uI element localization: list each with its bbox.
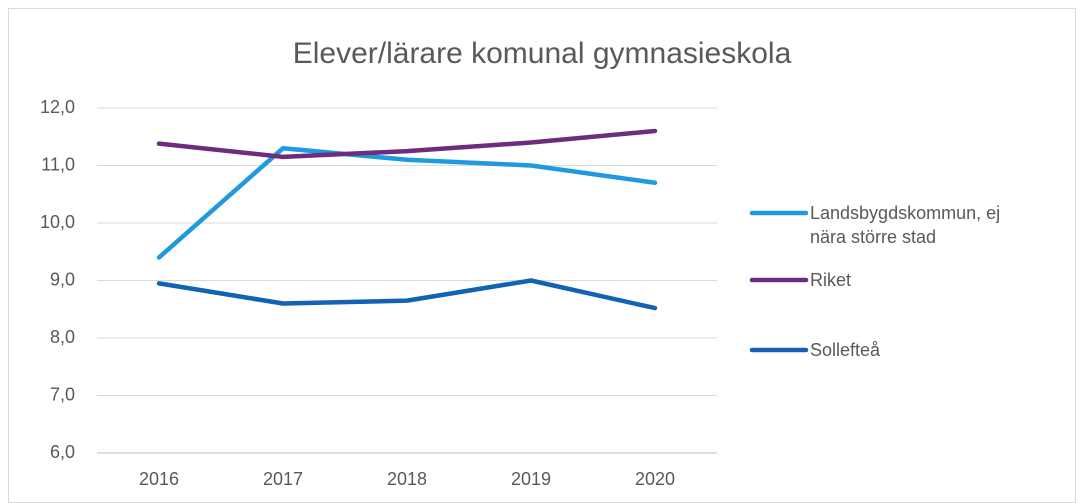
- y-tick-label: 11,0: [41, 154, 75, 174]
- series-line: [156, 278, 658, 311]
- series-line: [156, 146, 658, 260]
- y-tick-label: 7,0: [50, 384, 75, 404]
- y-tick-label: 12,0: [40, 97, 75, 117]
- legend-label: Landsbygdskommun, ej nära större stad: [810, 203, 1001, 247]
- legend-label: Riket: [810, 270, 852, 290]
- chart-title: Elever/lärare komunal gymnasieskola: [293, 37, 792, 70]
- chart-frame: [8, 8, 1076, 503]
- y-tick-label: 9,0: [50, 269, 75, 289]
- x-tick-label: 2017: [263, 469, 303, 489]
- series-line: [156, 128, 658, 160]
- x-tick-label: 2016: [139, 469, 179, 489]
- x-tick-label: 2020: [635, 469, 675, 489]
- y-tick-label: 6,0: [50, 442, 75, 462]
- legend-label: Sollefteå: [810, 340, 881, 360]
- x-tick-label: 2019: [511, 469, 551, 489]
- y-tick-label: 10,0: [40, 212, 75, 232]
- y-tick-label: 8,0: [50, 327, 75, 347]
- x-tick-label: 2018: [387, 469, 427, 489]
